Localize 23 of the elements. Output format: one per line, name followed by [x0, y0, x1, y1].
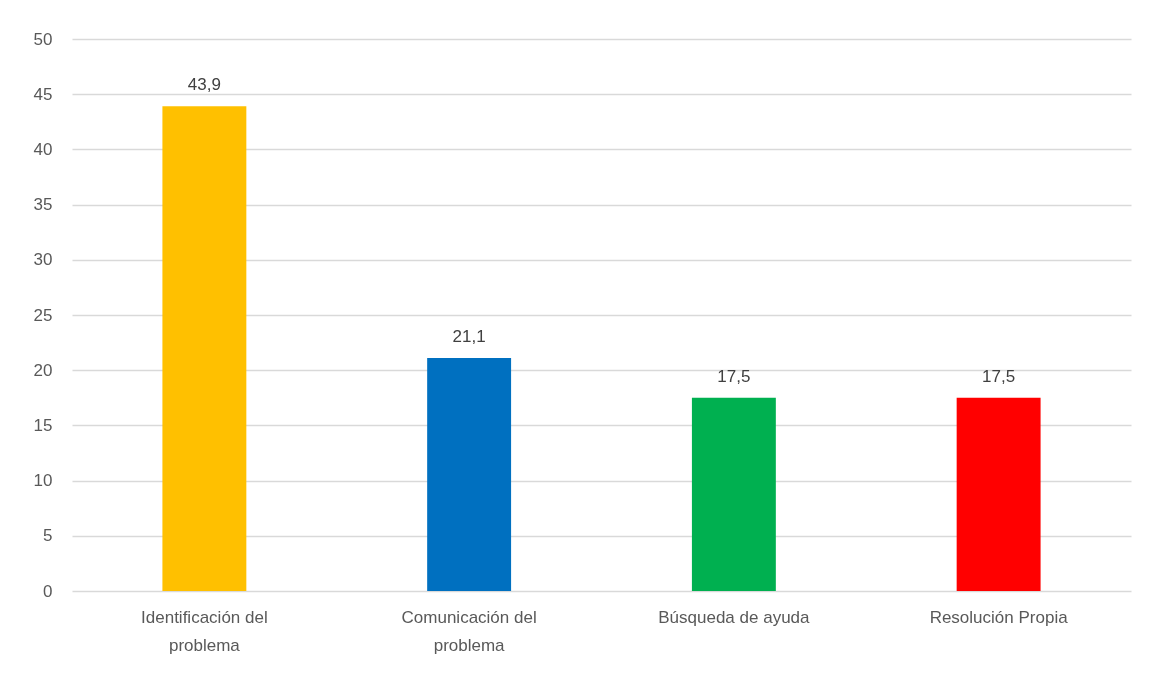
bar: [162, 106, 247, 591]
y-tick-label: 35: [33, 195, 53, 215]
y-tick-label: 15: [33, 415, 53, 435]
x-tick-label: Búsqueda de ayuda: [658, 607, 811, 627]
x-tick-label: Comunicación del problema: [401, 607, 537, 655]
y-tick-label: 40: [33, 139, 53, 159]
data-label: 43,9: [187, 75, 221, 95]
y-tick-label: 5: [43, 526, 53, 546]
x-tick-label: Identificación del problema: [141, 607, 268, 655]
bar: [691, 397, 776, 591]
data-label: 17,5: [982, 366, 1016, 386]
y-tick-label: 50: [33, 29, 53, 49]
y-tick-label: 20: [33, 360, 53, 380]
bar: [956, 397, 1041, 591]
y-tick-label: 45: [33, 84, 53, 104]
data-label: 21,1: [452, 327, 486, 347]
y-tick-label: 25: [33, 305, 53, 325]
y-tick-label: 30: [33, 250, 53, 270]
y-tick-label: 10: [33, 471, 53, 491]
x-tick-label: Resolución Propia: [929, 607, 1069, 627]
data-label: 17,5: [717, 366, 751, 386]
bar: [427, 358, 512, 591]
y-tick-label: 0: [43, 581, 53, 601]
